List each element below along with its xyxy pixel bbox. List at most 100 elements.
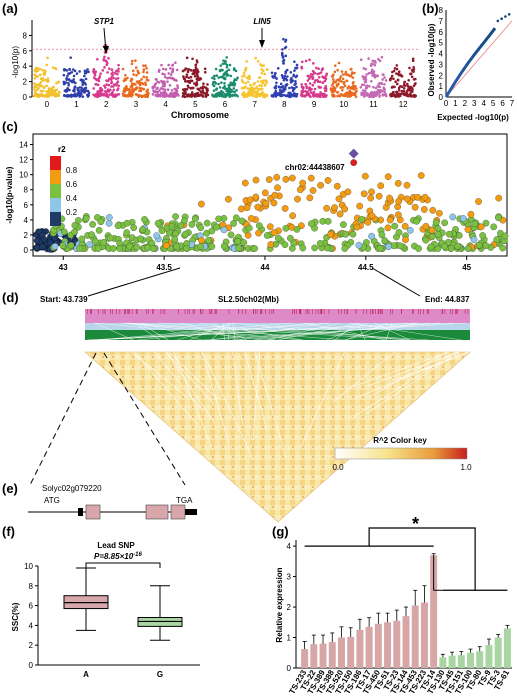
panel-b-ylabel: Observed -log10(p) xyxy=(427,23,436,96)
c-snp-point xyxy=(499,244,507,252)
c-snp-point xyxy=(420,206,428,213)
d-snp-spacer xyxy=(85,340,470,352)
a-peak-point xyxy=(373,59,377,63)
gene-zoom-right xyxy=(103,352,186,486)
a-snp-point xyxy=(223,87,227,90)
a-snp-point xyxy=(94,82,98,86)
c-snp-point xyxy=(252,193,260,201)
a-snp-point xyxy=(46,80,49,83)
a-snp-point xyxy=(322,76,326,80)
a-snp-point xyxy=(144,83,147,87)
a-snp-point xyxy=(345,73,349,76)
c-y-tick-label: 4 xyxy=(24,216,29,225)
a-snp-point xyxy=(138,89,141,93)
a-peak-point xyxy=(223,62,227,65)
a-snp-point xyxy=(276,67,280,70)
a-snp-point xyxy=(324,77,328,81)
a-snp-point xyxy=(311,69,315,73)
c-snp-point xyxy=(427,243,435,251)
a-snp-point xyxy=(161,67,165,71)
a-snp-point xyxy=(402,89,406,93)
g-bar xyxy=(448,655,456,668)
a-snp-point xyxy=(264,79,268,83)
b-x-tick-label: 3 xyxy=(472,99,477,108)
g-bar xyxy=(402,616,410,668)
a-snp-point xyxy=(116,88,119,92)
atg-label: ATG xyxy=(44,496,60,505)
a-snp-point xyxy=(154,77,158,81)
a-snp-point xyxy=(284,70,288,73)
a-snp-point xyxy=(195,82,199,86)
c-snp-point xyxy=(232,214,240,222)
a-snp-point xyxy=(65,78,69,82)
a-snp-point xyxy=(220,81,223,84)
a-snp-point xyxy=(341,77,345,81)
c-snp-point xyxy=(247,196,254,204)
a-snp-point xyxy=(81,80,84,84)
a-snp-point xyxy=(245,76,249,80)
c-snp-point xyxy=(307,174,315,182)
a-snp-point xyxy=(111,73,115,77)
d-snp-connector xyxy=(344,322,418,341)
a-snp-point xyxy=(184,92,187,96)
a-snp-point xyxy=(199,94,203,97)
a-snp-point xyxy=(170,70,174,74)
c-snp-point xyxy=(415,245,422,252)
a-snp-point xyxy=(232,87,236,90)
a-snp-point xyxy=(242,95,246,99)
a-snp-point xyxy=(176,93,180,97)
a-snp-point xyxy=(39,89,43,93)
c-snp-point xyxy=(235,244,243,252)
d-ld-line xyxy=(173,351,213,450)
a-snp-point xyxy=(186,93,189,97)
c-snp-point xyxy=(428,233,436,241)
a-snp-point xyxy=(176,86,180,90)
c-snp-point xyxy=(289,174,296,182)
a-snp-point xyxy=(47,87,51,90)
a-snp-point xyxy=(378,91,381,95)
a-snp-point xyxy=(80,86,83,89)
b-qq-point xyxy=(507,13,511,16)
a-snp-point xyxy=(403,84,407,87)
a-snp-point xyxy=(142,64,145,67)
a-snp-point xyxy=(232,68,236,71)
g-bar xyxy=(384,622,392,668)
a-snp-point xyxy=(123,90,127,93)
g-bar xyxy=(356,629,364,668)
c-snp-point xyxy=(482,242,490,249)
a-snp-point xyxy=(306,74,310,78)
a-snp-point xyxy=(112,88,116,92)
c-snp-point xyxy=(402,236,409,244)
a-snp-point xyxy=(333,70,337,74)
a-snp-point xyxy=(181,69,185,73)
a-snp-point xyxy=(65,69,69,72)
c-snp-point xyxy=(459,215,467,222)
a-snp-point xyxy=(183,87,187,91)
c-snp-point xyxy=(247,215,255,222)
a-snp-point xyxy=(41,79,45,82)
c-snp-point xyxy=(91,237,99,245)
c-snp-point xyxy=(238,205,245,213)
a-snp-point xyxy=(73,90,76,93)
a-snp-point xyxy=(39,77,43,81)
c-snp-point xyxy=(290,239,298,247)
a-snp-point xyxy=(369,79,373,83)
a-snp-point xyxy=(69,56,72,59)
a-snp-point xyxy=(212,81,215,84)
a-snp-point xyxy=(343,94,347,97)
a-snp-point xyxy=(231,81,235,85)
d-snp-connector xyxy=(211,322,329,341)
a-snp-point xyxy=(156,86,159,90)
a-snp-point xyxy=(169,73,173,76)
a-chrom-label: 7 xyxy=(252,100,257,109)
a-snp-point xyxy=(129,85,133,88)
a-snp-point xyxy=(164,68,168,71)
d-ld-line xyxy=(244,351,268,431)
a-peak-point xyxy=(194,69,198,72)
a-snp-point xyxy=(203,70,207,74)
c-legend-swatch xyxy=(50,212,61,226)
a-chrom-label: 4 xyxy=(163,100,168,109)
c-snp-point xyxy=(203,219,211,227)
a-snp-point xyxy=(114,83,118,86)
a-snp-point xyxy=(365,73,368,76)
